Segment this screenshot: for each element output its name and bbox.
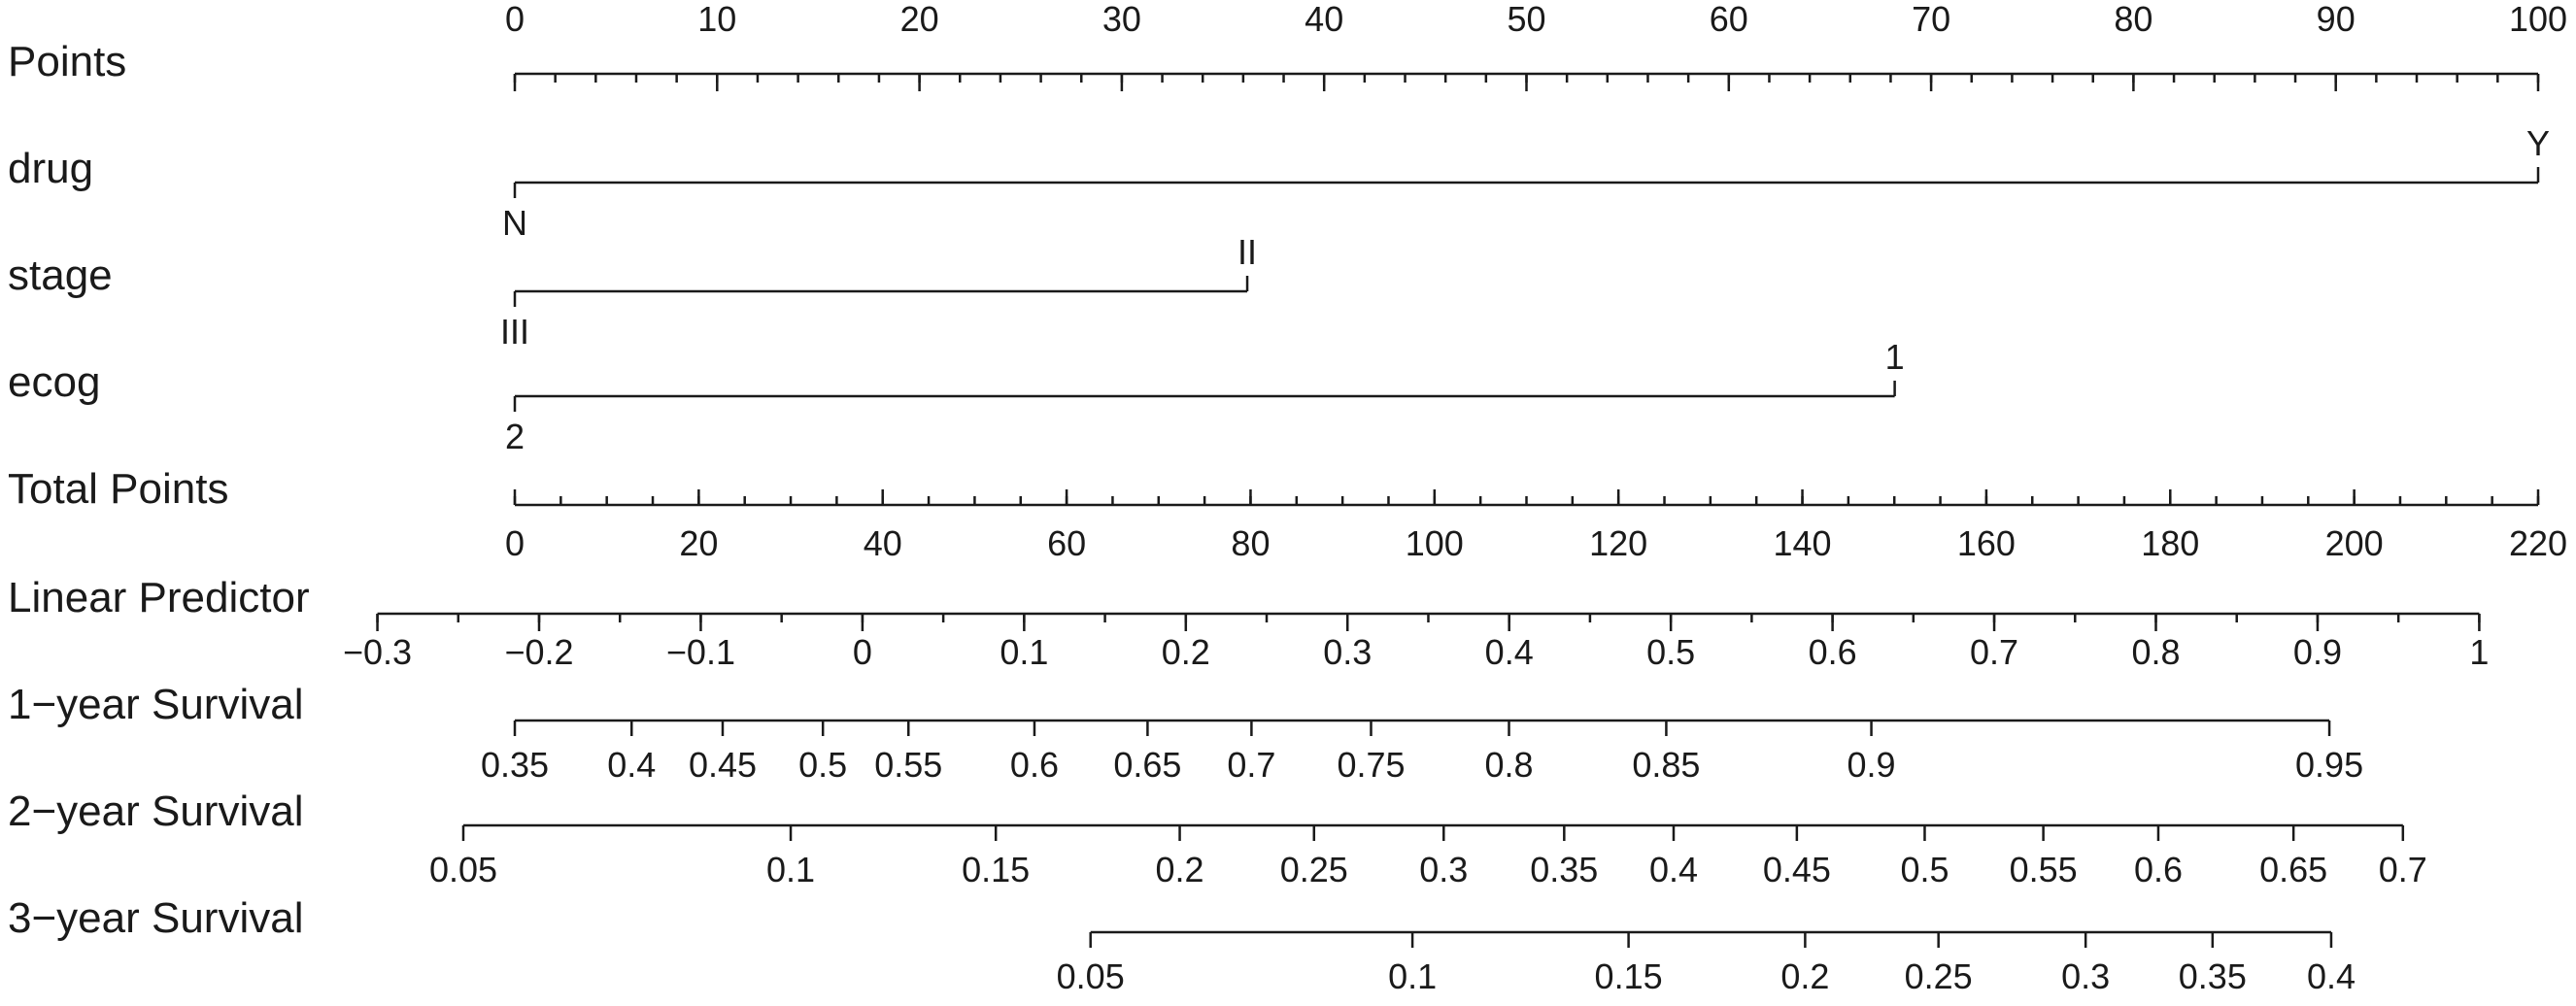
2-year-survival-tick-label: 0.05 xyxy=(429,850,497,889)
1-year-survival-tick-label: 0.55 xyxy=(874,745,942,785)
total-points-tick-label: 0 xyxy=(505,523,525,563)
3-year-survival-tick-label: 0.2 xyxy=(1780,956,1829,996)
total-points-tick-label: 180 xyxy=(2141,523,2199,563)
linear-predictor-tick-label: 0.3 xyxy=(1323,632,1372,672)
1-year-survival-tick-label: 0.8 xyxy=(1484,745,1533,785)
linear-predictor-tick-label: 0 xyxy=(853,632,872,672)
points-tick-label: 90 xyxy=(2317,0,2356,39)
2-year-survival-tick-label: 0.3 xyxy=(1419,850,1468,889)
2-year-survival-tick-label: 0.15 xyxy=(962,850,1030,889)
linear-predictor-tick-label: 0.7 xyxy=(1970,632,2018,672)
3-year-survival-tick-label: 0.25 xyxy=(1905,956,1973,996)
points-row-label: Points xyxy=(8,38,126,85)
points-tick-label: 80 xyxy=(2114,0,2152,39)
2-year-survival-tick-label: 0.45 xyxy=(1763,850,1831,889)
linear-predictor-tick-label: −0.2 xyxy=(504,632,573,672)
2-year-survival-tick-label: 0.5 xyxy=(1900,850,1949,889)
total-points-tick-label: 120 xyxy=(1589,523,1647,563)
total-points-tick-label: 80 xyxy=(1231,523,1270,563)
linear-predictor-tick-label: 0.6 xyxy=(1809,632,1857,672)
2-year-survival-tick-label: 0.2 xyxy=(1156,850,1204,889)
total-points-tick-label: 160 xyxy=(1957,523,2016,563)
1-year-survival-tick-label: 0.35 xyxy=(481,745,549,785)
drug-row-label: drug xyxy=(8,145,93,192)
total-points-tick-label: 20 xyxy=(679,523,718,563)
1-year-survival-tick-label: 0.65 xyxy=(1113,745,1181,785)
1-year-survival-tick-label: 0.9 xyxy=(1847,745,1896,785)
points-tick-label: 10 xyxy=(697,0,736,39)
2-year-survival-tick-label: 0.1 xyxy=(766,850,815,889)
drug-level-tick-label: Y xyxy=(2526,123,2550,163)
3-year-survival-tick-label: 0.1 xyxy=(1388,956,1437,996)
points-tick-label: 30 xyxy=(1102,0,1141,39)
1-year-survival-tick-label: 0.7 xyxy=(1227,745,1275,785)
1-year-survival-tick-label: 0.45 xyxy=(689,745,757,785)
linear-predictor-tick-label: 0.9 xyxy=(2293,632,2342,672)
2-year-survival-tick-label: 0.25 xyxy=(1280,850,1348,889)
points-tick-label: 60 xyxy=(1710,0,1748,39)
linear-predictor-tick-label: 0.1 xyxy=(1000,632,1048,672)
1-year-survival-row-label: 1−year Survival xyxy=(8,681,303,728)
points-tick-label: 50 xyxy=(1507,0,1545,39)
total-points-tick-label: 100 xyxy=(1406,523,1464,563)
ecog-level-tick-label: 2 xyxy=(505,417,525,456)
2-year-survival-tick-label: 0.55 xyxy=(2010,850,2078,889)
total-points-tick-label: 60 xyxy=(1047,523,1086,563)
linear-predictor-tick-label: 0.5 xyxy=(1646,632,1695,672)
linear-predictor-tick-label: −0.1 xyxy=(666,632,735,672)
1-year-survival-tick-label: 0.6 xyxy=(1010,745,1059,785)
stage-row-label: stage xyxy=(8,252,113,299)
linear-predictor-tick-label: 0.4 xyxy=(1485,632,1534,672)
3-year-survival-tick-label: 0.05 xyxy=(1057,956,1125,996)
2-year-survival-tick-label: 0.7 xyxy=(2379,850,2427,889)
ecog-level-tick-label: 1 xyxy=(1885,337,1905,377)
stage-level-tick-label: II xyxy=(1237,232,1257,272)
points-tick-label: 0 xyxy=(505,0,525,39)
1-year-survival-tick-label: 0.5 xyxy=(798,745,847,785)
2-year-survival-row-label: 2−year Survival xyxy=(8,788,303,835)
2-year-survival-tick-label: 0.6 xyxy=(2134,850,2183,889)
drug-level-tick-label: N xyxy=(502,203,527,243)
points-tick-label: 20 xyxy=(900,0,939,39)
stage-level-tick-label: III xyxy=(500,312,529,352)
points-tick-label: 100 xyxy=(2509,0,2567,39)
2-year-survival-tick-label: 0.35 xyxy=(1530,850,1598,889)
points-tick-label: 70 xyxy=(1912,0,1950,39)
3-year-survival-tick-label: 0.4 xyxy=(2307,956,2356,996)
total-points-tick-label: 200 xyxy=(2325,523,2384,563)
2-year-survival-tick-label: 0.4 xyxy=(1649,850,1698,889)
total-points-tick-label: 220 xyxy=(2509,523,2567,563)
total-points-tick-label: 40 xyxy=(864,523,902,563)
linear-predictor-tick-label: 0.8 xyxy=(2131,632,2180,672)
points-tick-label: 40 xyxy=(1305,0,1343,39)
linear-predictor-tick-label: −0.3 xyxy=(343,632,412,672)
3-year-survival-row-label: 3−year Survival xyxy=(8,894,303,942)
linear-predictor-tick-label: 0.2 xyxy=(1162,632,1210,672)
3-year-survival-tick-label: 0.35 xyxy=(2179,956,2247,996)
total-points-row-label: Total Points xyxy=(8,465,228,513)
linear-predictor-row-label: Linear Predictor xyxy=(8,574,310,621)
1-year-survival-tick-label: 0.85 xyxy=(1632,745,1700,785)
total-points-tick-label: 140 xyxy=(1774,523,1832,563)
1-year-survival-tick-label: 0.4 xyxy=(607,745,656,785)
1-year-survival-tick-label: 0.95 xyxy=(2295,745,2363,785)
linear-predictor-tick-label: 1 xyxy=(2469,632,2489,672)
2-year-survival-tick-label: 0.65 xyxy=(2259,850,2327,889)
ecog-row-label: ecog xyxy=(8,358,100,406)
1-year-survival-tick-label: 0.75 xyxy=(1337,745,1405,785)
3-year-survival-tick-label: 0.3 xyxy=(2061,956,2110,996)
3-year-survival-tick-label: 0.15 xyxy=(1595,956,1663,996)
